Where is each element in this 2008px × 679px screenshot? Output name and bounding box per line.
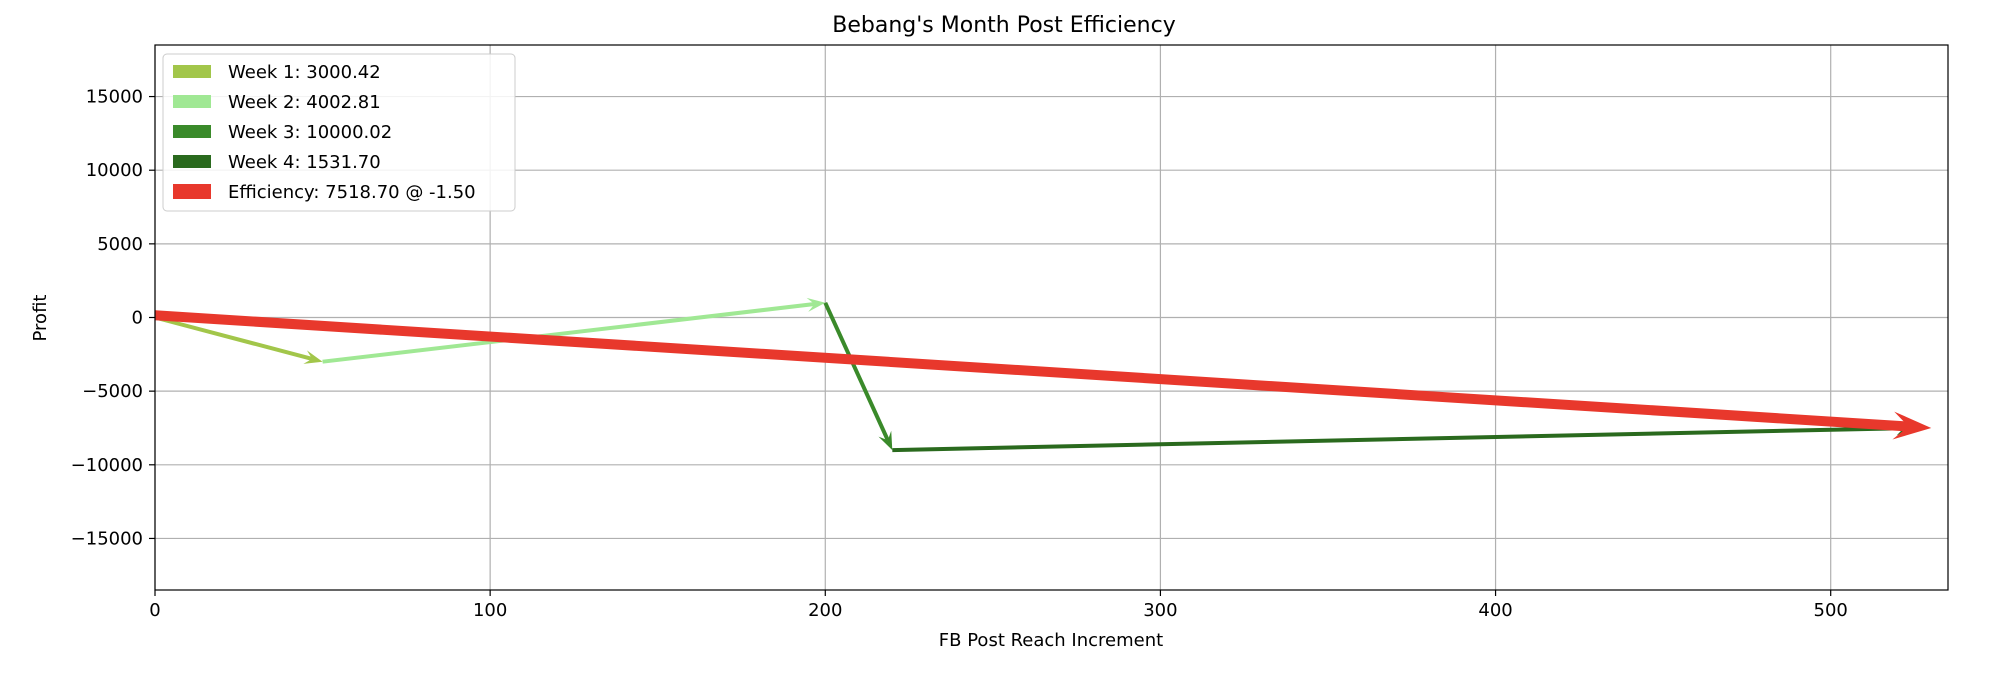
y-tick-label: 5000 xyxy=(97,234,143,255)
series-arrow-5 xyxy=(154,310,1932,440)
arrow-shaft xyxy=(154,315,313,361)
x-tick-label: 300 xyxy=(1143,600,1177,621)
x-tick-label: 100 xyxy=(473,600,507,621)
arrow-shaft xyxy=(322,302,815,364)
y-tick-label: −15000 xyxy=(71,528,143,549)
y-axis-label: Profit xyxy=(30,295,51,342)
legend-swatch-3 xyxy=(173,125,211,138)
arrow-shaft xyxy=(154,310,1909,432)
legend-swatch-1 xyxy=(173,65,211,78)
y-tick-label: 15000 xyxy=(86,87,143,108)
arrow-shaft xyxy=(892,426,1904,453)
legend-label-1: Week 1: 3000.42 xyxy=(228,62,381,83)
series-arrow-4 xyxy=(892,421,1915,453)
y-tick-label: −10000 xyxy=(71,455,143,476)
x-tick-label: 500 xyxy=(1814,600,1848,621)
legend-label-5: Efficiency: 7518.70 @ -1.50 xyxy=(228,182,476,203)
legend-box xyxy=(162,53,516,212)
y-tick-label: 10000 xyxy=(86,160,143,181)
legend-label-2: Week 2: 4002.81 xyxy=(228,92,381,113)
y-tick-label: 0 xyxy=(132,308,143,329)
series-arrow-2 xyxy=(322,297,826,364)
series-layer xyxy=(154,297,1932,453)
arrow-head xyxy=(806,297,826,312)
x-tick-label: 200 xyxy=(808,600,842,621)
arrow-shaft xyxy=(823,301,890,442)
chart-title: Bebang's Month Post Efficiency xyxy=(832,13,1175,38)
arrow-head xyxy=(303,350,323,364)
series-arrow-3 xyxy=(823,301,893,451)
x-tick-label: 400 xyxy=(1478,600,1512,621)
axis-ticks: 0 100 200 300 400 500 15000 10000 5000 0 −5000 −100… xyxy=(71,87,1848,621)
legend-label-3: Week 3: 10000.02 xyxy=(228,122,392,143)
y-tick-label: −5000 xyxy=(82,381,143,402)
arrow-head xyxy=(878,430,893,451)
legend-swatch-4 xyxy=(173,155,211,168)
legend-swatch-5 xyxy=(173,184,211,199)
series-arrow-1 xyxy=(154,315,323,364)
x-axis-label: FB Post Reach Increment xyxy=(939,630,1163,651)
x-tick-label: 0 xyxy=(149,600,160,621)
arrow-head xyxy=(1892,411,1932,440)
legend: Week 1: 3000.42 Week 2: 4002.81 Week 3: 10… xyxy=(162,53,516,212)
legend-swatch-2 xyxy=(173,95,211,108)
legend-label-4: Week 4: 1531.70 xyxy=(228,152,381,173)
